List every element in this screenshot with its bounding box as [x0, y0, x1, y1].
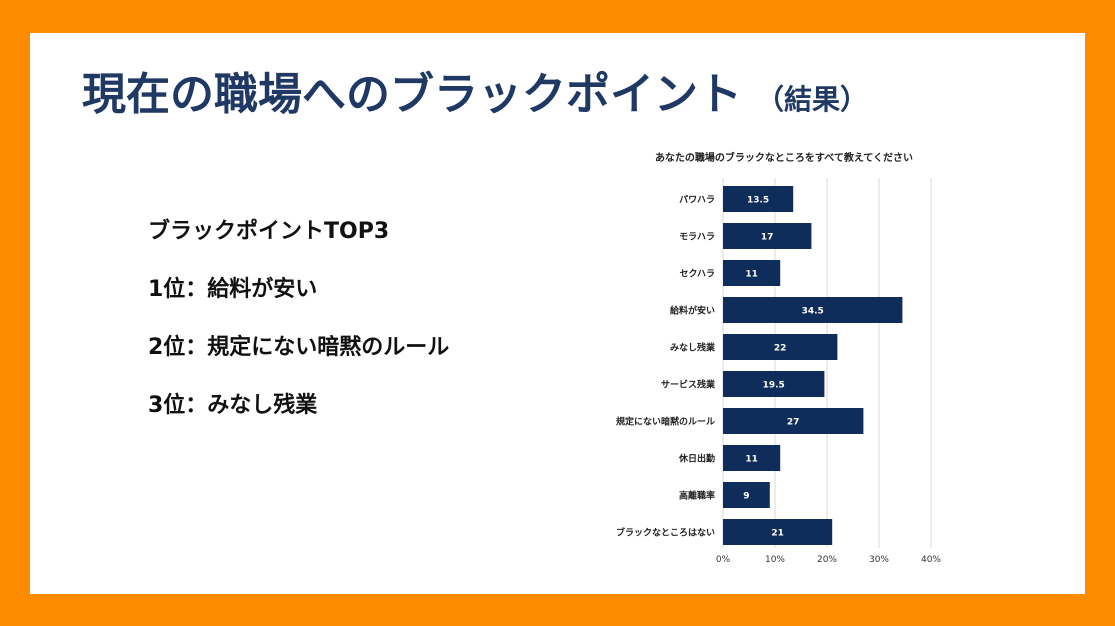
category-label: パワハラ — [679, 194, 715, 206]
bar — [723, 186, 794, 212]
title-main: 現在の職場へのブラックポイント — [82, 69, 742, 120]
x-tick-label: 30% — [869, 555, 889, 565]
category-label: セクハラ — [679, 269, 715, 280]
data-label: 13.5 — [747, 196, 769, 206]
bar — [723, 445, 781, 471]
category-label: サービス残業 — [661, 379, 716, 391]
page-title: 現在の職場へのブラックポイント （結果） — [82, 67, 868, 128]
data-label: 19.5 — [763, 381, 785, 391]
data-label: 27 — [787, 418, 800, 428]
data-label: 21 — [771, 529, 784, 539]
x-tick-label: 0% — [716, 555, 731, 565]
top3-heading: ブラックポイントTOP3 — [148, 219, 390, 244]
data-label: 22 — [774, 344, 787, 354]
category-label: 高離職率 — [679, 490, 715, 502]
top3-list: ブラックポイントTOP3 1位：給料が安い 2位：規定にない暗黙のルール 3位：… — [148, 217, 449, 449]
data-label: 11 — [745, 455, 758, 465]
category-label: モラハラ — [679, 232, 715, 243]
bar — [723, 297, 903, 323]
x-tick-label: 10% — [765, 555, 785, 565]
top3-item-3: 3位：みなし残業 — [148, 393, 318, 418]
category-labels: パワハラモラハラセクハラ給料が安いみなし残業サービス残業規定にない暗黙のルール休… — [616, 194, 716, 539]
bar — [723, 260, 781, 286]
x-tick-labels: 0% 10% 20% 30% 40% — [716, 555, 942, 565]
bar — [723, 371, 825, 397]
bar — [723, 519, 833, 545]
bar-chart: あなたの職場のブラックなところをすべて教えてください 13.5 17 11 34.5 2… — [616, 151, 942, 565]
x-tick-label: 20% — [817, 555, 837, 565]
bar — [723, 408, 864, 434]
slide: 現在の職場へのブラックポイント （結果） ブラックポイントTOP3 1位：給料が安… — [30, 33, 1085, 594]
chart-title: あなたの職場のブラックなところをすべて教えてください — [655, 151, 913, 164]
bar — [723, 334, 838, 360]
category-label: ブラックなところはない — [616, 527, 715, 539]
title-suffix: （結果） — [756, 83, 869, 116]
category-label: みなし残業 — [670, 342, 716, 354]
bar — [723, 223, 812, 249]
bars: 13.5 17 11 34.5 22 19.5 27 11 9 21 — [723, 186, 903, 545]
data-label: 9 — [743, 492, 749, 502]
data-label: 17 — [761, 233, 774, 243]
top3-item-1: 1位：給料が安い — [148, 277, 318, 302]
bar — [723, 482, 770, 508]
category-label: 規定にない暗黙のルール — [616, 416, 715, 428]
x-tick-label: 40% — [921, 555, 941, 565]
top3-item-2: 2位：規定にない暗黙のルール — [148, 335, 450, 360]
data-label: 11 — [745, 270, 758, 280]
category-label: 給料が安い — [670, 305, 715, 317]
data-label: 34.5 — [802, 307, 824, 317]
category-label: 休日出勤 — [678, 453, 715, 465]
